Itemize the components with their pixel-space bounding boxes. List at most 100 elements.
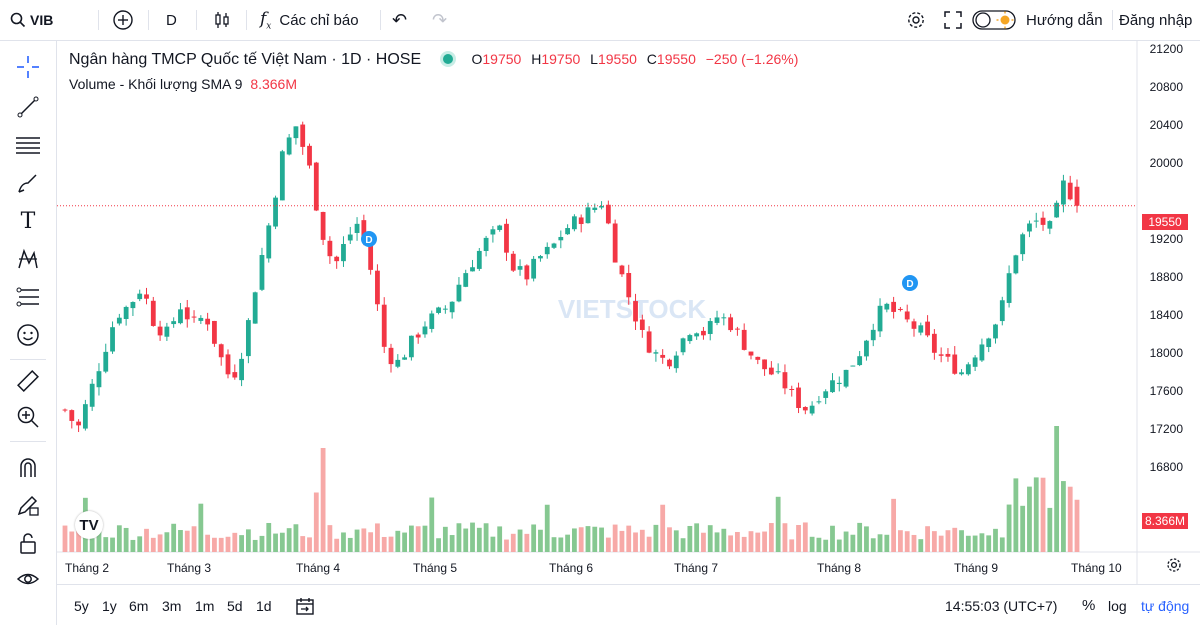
compare-button[interactable]	[112, 0, 134, 40]
theme-toggle[interactable]	[972, 0, 1016, 40]
lock-drawing-mode-tool[interactable]	[10, 489, 46, 521]
candle-body	[1061, 180, 1066, 205]
candle-body	[1054, 202, 1060, 218]
volume-bar	[1006, 504, 1012, 552]
volume-bar	[931, 531, 937, 552]
lock-tool[interactable]	[10, 527, 46, 559]
candle-body	[531, 258, 537, 279]
ruler-tool[interactable]	[10, 365, 46, 397]
candle-body	[809, 405, 815, 414]
volume-bar	[993, 528, 998, 552]
range-button-1d[interactable]: 1d	[256, 597, 272, 614]
volume-bar	[375, 523, 380, 552]
volume-bar	[436, 538, 441, 552]
prediction-icon	[16, 287, 39, 307]
volume-bar	[653, 524, 659, 552]
candle-body	[999, 300, 1005, 322]
price-chart[interactable]: 21200 20800 20400 20000 19200 18800 18400 18000…	[57, 41, 1200, 585]
volume-bar	[673, 530, 679, 552]
time-tick-label: Tháng 10	[1071, 561, 1122, 575]
volume-bar	[979, 533, 985, 552]
volume-bar	[605, 537, 611, 552]
candle-body	[646, 331, 652, 353]
redo-button[interactable]: ↷	[432, 0, 447, 40]
candle-body	[178, 309, 183, 324]
text-tool[interactable]: T	[10, 205, 46, 237]
indicators-button[interactable]: fx Các chỉ báo	[260, 0, 359, 40]
volume-bar	[592, 526, 598, 552]
volume-bar	[490, 536, 496, 552]
candle-body	[619, 265, 625, 275]
volume-bar	[300, 536, 306, 552]
tradingview-logo[interactable]: TV	[75, 511, 103, 539]
date-range-button[interactable]	[295, 585, 315, 626]
volume-bar	[836, 539, 842, 552]
candle-body	[476, 250, 482, 269]
settings-button[interactable]	[906, 0, 926, 40]
chart-area[interactable]: 21200 20800 20400 20000 19200 18800 18400 18000…	[57, 41, 1200, 625]
trendline-tool[interactable]	[10, 91, 46, 123]
volume-bar	[877, 534, 883, 552]
range-button-3m[interactable]: 3m	[162, 597, 182, 614]
candle-body	[273, 197, 278, 227]
candle-body	[429, 313, 435, 329]
login-button[interactable]: Đăng nhập	[1119, 0, 1192, 40]
candle-body	[701, 330, 706, 336]
candle-body	[578, 217, 584, 225]
candle-body	[1033, 220, 1039, 222]
volume-bar	[782, 523, 788, 552]
volume-bar	[157, 534, 163, 552]
candle-body	[836, 382, 842, 385]
chart-type-button[interactable]	[212, 0, 232, 40]
symbol-search[interactable]: VIB	[10, 0, 53, 40]
range-button-5d[interactable]: 5d	[227, 597, 243, 614]
volume-bar	[551, 537, 557, 552]
volume-bar	[938, 535, 944, 552]
crosshair-tool[interactable]	[10, 51, 46, 83]
candle-body	[144, 294, 149, 299]
brush-tool[interactable]	[10, 167, 46, 199]
candle-body	[517, 266, 523, 270]
clock[interactable]: 14:55:03 (UTC+7)	[945, 597, 1058, 614]
auto-scale-toggle[interactable]: tự động	[1141, 597, 1190, 614]
range-button-5y[interactable]: 5y	[74, 597, 89, 614]
candle-body	[612, 223, 618, 263]
interval-button[interactable]: D	[166, 0, 177, 40]
volume-bar	[62, 525, 68, 552]
time-axis-settings-button[interactable]	[1166, 557, 1182, 578]
candle-body	[381, 304, 387, 347]
undo-button[interactable]: ↶	[392, 0, 407, 40]
zoom-tool[interactable]	[10, 401, 46, 433]
range-button-1y[interactable]: 1y	[102, 597, 117, 614]
range-button-1m[interactable]: 1m	[195, 597, 215, 614]
volume-bar	[225, 536, 231, 552]
volume-bar	[116, 525, 122, 552]
volume-bar	[239, 535, 244, 552]
volume-bar	[802, 522, 808, 552]
guide-button[interactable]: Hướng dẫn	[1026, 0, 1103, 40]
fib-tool[interactable]	[10, 129, 46, 161]
volume-bar	[646, 536, 652, 552]
log-toggle[interactable]: log	[1108, 597, 1127, 614]
candle-body	[904, 311, 910, 320]
volume-bar	[660, 504, 666, 552]
volume-bar	[476, 527, 482, 552]
volume-bar	[245, 529, 251, 552]
prediction-tool[interactable]	[10, 281, 46, 313]
emoji-tool[interactable]	[10, 319, 46, 351]
magnet-tool[interactable]	[10, 451, 46, 483]
time-tick-label: Tháng 4	[296, 561, 340, 575]
candle-body	[361, 220, 367, 239]
visibility-tool[interactable]	[10, 563, 46, 595]
volume-bar	[1013, 478, 1019, 552]
fullscreen-button[interactable]	[944, 0, 962, 40]
candle-body	[388, 347, 394, 365]
candle-body	[375, 270, 380, 305]
range-button-6m[interactable]: 6m	[129, 597, 149, 614]
volume-bar	[1047, 507, 1053, 552]
candle-body	[592, 207, 598, 210]
percent-toggle[interactable]: %	[1082, 597, 1096, 614]
candle-body	[605, 204, 611, 224]
pattern-tool[interactable]	[10, 243, 46, 275]
candle-body	[395, 359, 401, 367]
